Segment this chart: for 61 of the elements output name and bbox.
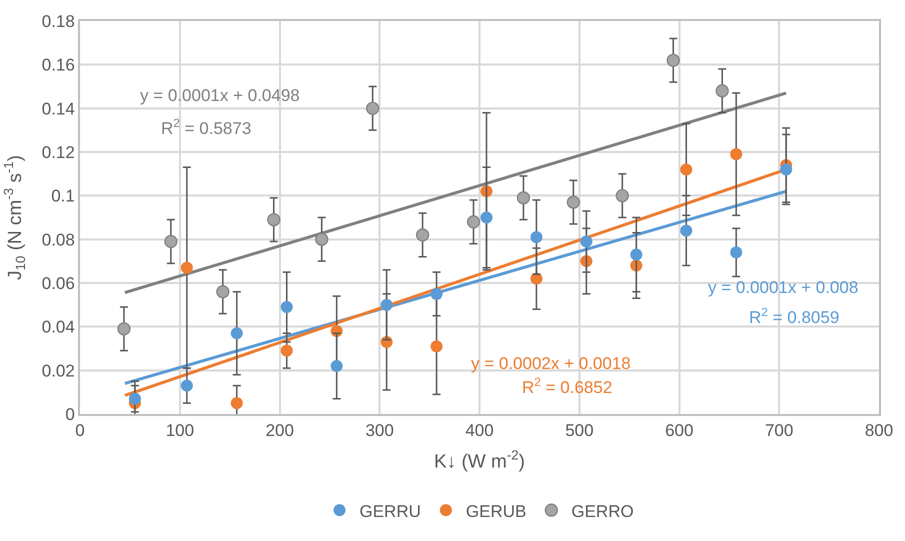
point	[480, 212, 492, 224]
point	[216, 285, 230, 298]
x-axis-title: K↓ (W m$^{-2}$)	[434, 447, 525, 472]
x-tick-label: 400	[465, 421, 494, 440]
point	[430, 288, 443, 300]
x-tick-label: 200	[266, 421, 294, 440]
point	[466, 215, 480, 228]
x-tick-label: 300	[365, 421, 394, 440]
y-tick-label: 0.04	[42, 318, 75, 337]
annotation: R$^{2}$ = 0.5873	[161, 116, 252, 138]
x-tick-label: 600	[665, 421, 694, 440]
y-tick-label: 0.16	[42, 56, 75, 75]
annotation: y = 0.0002x + 0.0018	[471, 354, 631, 373]
point	[267, 213, 280, 226]
y-tick-label: 0.08	[42, 230, 75, 250]
point	[616, 189, 629, 202]
x-tick-label: 800	[864, 421, 894, 440]
point	[530, 231, 542, 244]
y-tick-label: 0.18	[42, 12, 75, 31]
legend-label: GERRO	[571, 502, 634, 521]
point	[117, 322, 131, 336]
point	[164, 234, 178, 248]
annotation: R$^{2}$ = 0.6852	[522, 375, 612, 398]
y-tick-label: 0.02	[42, 361, 75, 380]
point	[580, 236, 592, 248]
point	[180, 262, 193, 274]
point	[730, 148, 742, 160]
annotation: y = 0.0001x + 0.008	[708, 278, 858, 297]
y-tick-label: 0.06	[42, 274, 75, 293]
point	[630, 248, 642, 261]
point	[280, 301, 293, 314]
y-tick-label: 0	[65, 404, 75, 424]
point	[680, 224, 692, 237]
y-tick-label: 0.14	[42, 99, 75, 118]
point	[566, 196, 580, 209]
point	[730, 246, 742, 258]
legend-label: GERRU	[360, 502, 421, 521]
point	[366, 102, 380, 115]
point	[680, 163, 692, 176]
annotation: R$^{2}$ = 0.8059	[749, 305, 840, 328]
point	[716, 84, 729, 98]
x-tick-label: 500	[565, 421, 594, 440]
point	[430, 340, 443, 352]
point	[516, 191, 530, 204]
point	[330, 360, 343, 372]
annotation: y = 0.0001x + 0.0498	[140, 86, 300, 105]
x-tick-label: 700	[764, 421, 794, 440]
point	[780, 163, 792, 176]
point	[380, 298, 393, 311]
y-tick-label: 0.12	[42, 142, 75, 162]
x-tick-label: 100	[166, 421, 194, 440]
point	[180, 380, 193, 392]
y-tick-label: 0.1	[51, 186, 75, 206]
point	[230, 327, 243, 340]
legend-label: GERUB	[466, 502, 526, 521]
point	[315, 232, 328, 246]
point	[128, 392, 141, 405]
point	[280, 344, 293, 357]
point	[666, 54, 680, 67]
point	[416, 228, 430, 242]
point	[230, 397, 243, 410]
